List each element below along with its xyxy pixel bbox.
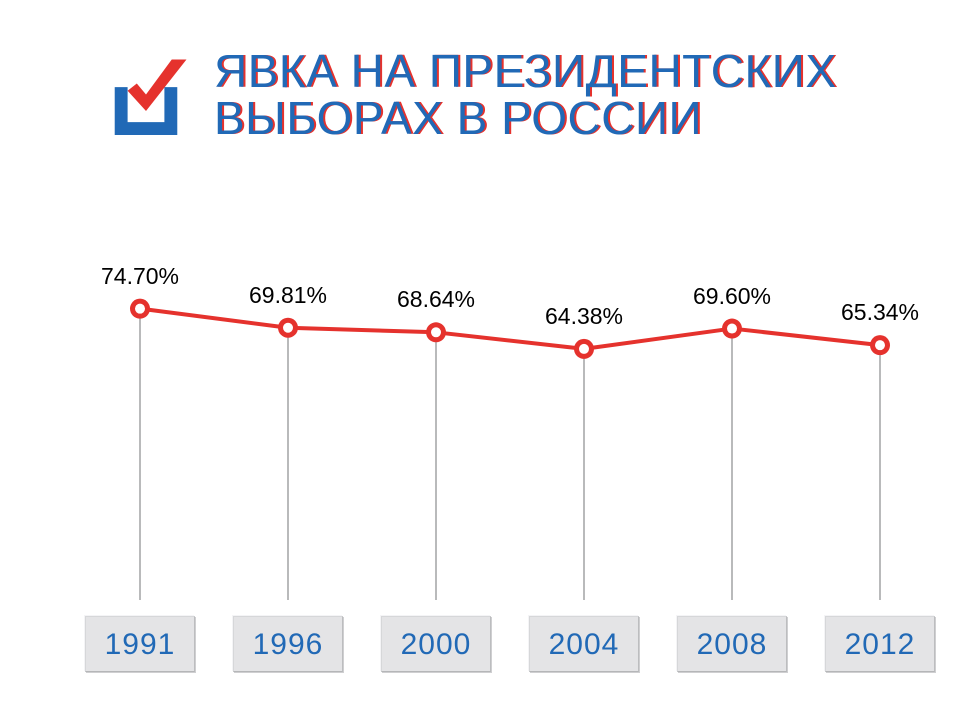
value-label: 69.60%: [693, 283, 771, 310]
year-box: 1996: [233, 616, 343, 672]
year-box: 1991: [85, 616, 195, 672]
year-box: 2012: [825, 616, 935, 672]
value-label: 74.70%: [101, 263, 179, 290]
value-label: 69.81%: [249, 282, 327, 309]
value-label: 64.38%: [545, 303, 623, 330]
year-box: 2008: [677, 616, 787, 672]
chart-svg: [0, 0, 960, 720]
year-box: 2004: [529, 616, 639, 672]
value-label: 65.34%: [841, 299, 919, 326]
value-label: 68.64%: [397, 286, 475, 313]
turnout-chart: 74.70% 69.81% 68.64% 64.38% 69.60% 65.34% 1991…: [0, 0, 960, 720]
year-box: 2000: [381, 616, 491, 672]
